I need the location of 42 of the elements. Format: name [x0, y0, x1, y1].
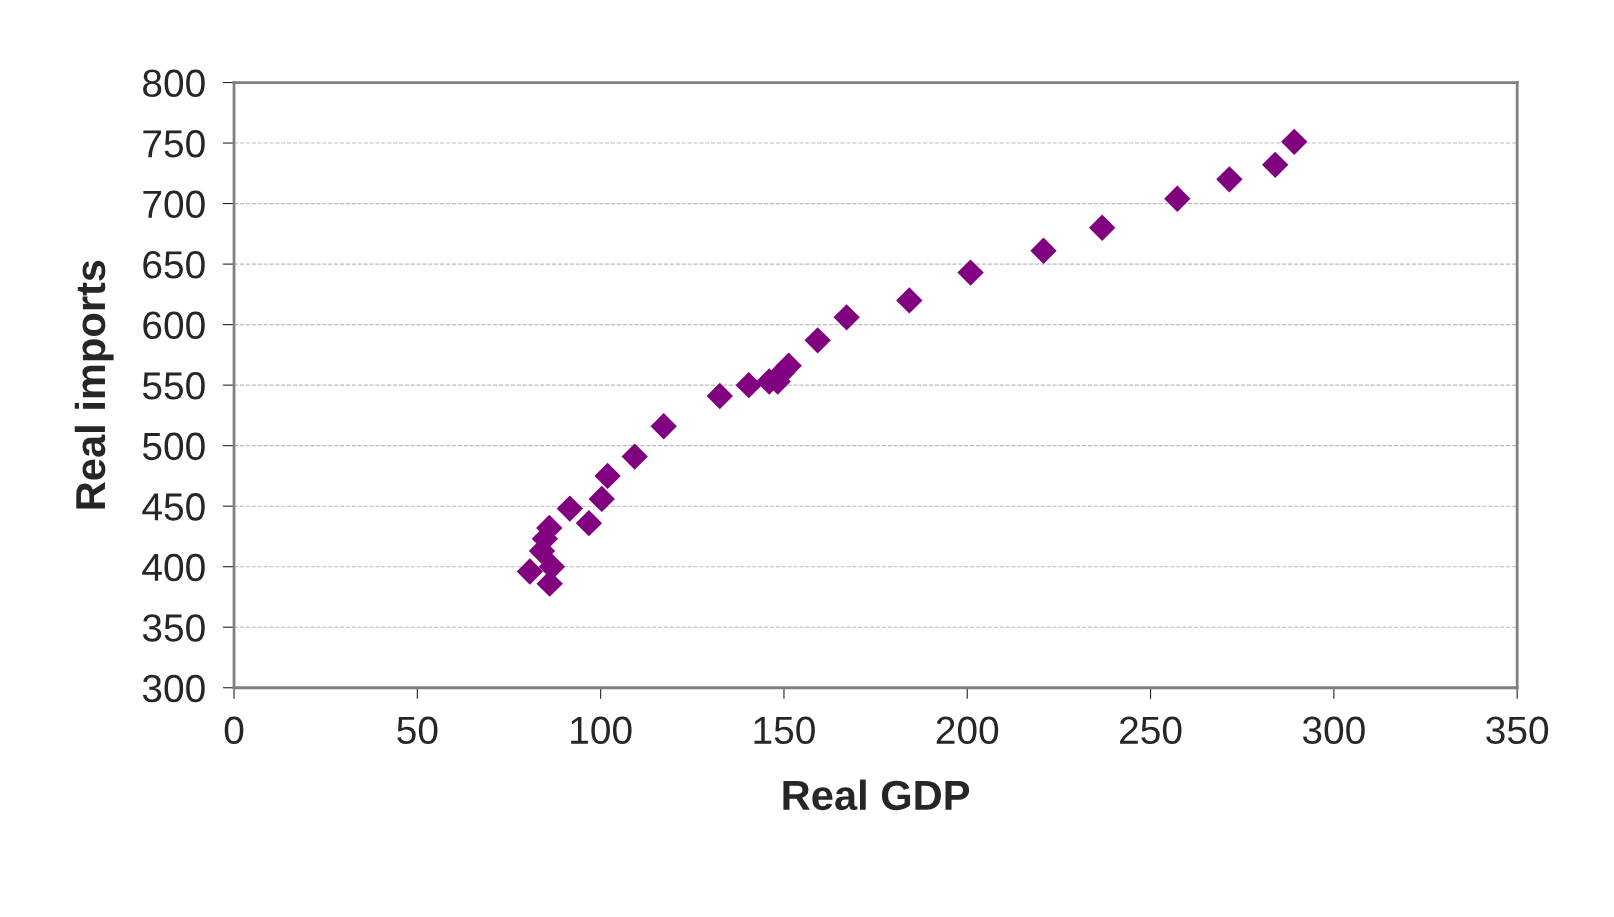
y-tick-label: 550 [142, 372, 205, 400]
point [575, 509, 603, 537]
x-tick-label: 50 [397, 716, 438, 745]
x-tick-label: 100 [571, 716, 632, 745]
point [1164, 185, 1191, 212]
point [621, 443, 648, 470]
point [706, 382, 733, 410]
y-tick-label: 600 [143, 311, 205, 340]
x-tick-label: 350 [1486, 716, 1549, 745]
point [1262, 151, 1289, 179]
point [594, 462, 621, 490]
x-axis-title: Real GDP [783, 779, 970, 811]
y-tick-label: 400 [142, 553, 205, 582]
x-tick-label: 150 [754, 716, 815, 745]
point [896, 287, 923, 314]
y-tick-label: 500 [142, 432, 205, 461]
y-tick-label: 700 [143, 190, 205, 219]
point [1216, 166, 1243, 193]
point [538, 553, 566, 580]
y-tick-label: 800 [143, 69, 205, 97]
point [1088, 214, 1116, 241]
point [588, 485, 615, 513]
x-tick-label: 200 [936, 716, 999, 745]
x-tick-label: 300 [1302, 716, 1365, 745]
point [735, 371, 762, 399]
y-tick-label: 650 [143, 251, 205, 279]
point [775, 352, 802, 379]
x-tick-label: 0 [224, 716, 244, 745]
y-tick-label: 450 [142, 493, 205, 521]
y-tick-label: 300 [142, 674, 205, 703]
point [650, 413, 677, 440]
y-tick-label: 750 [143, 129, 205, 158]
y-tick-label: 350 [142, 614, 205, 642]
x-tick-label: 250 [1120, 716, 1182, 745]
point [1030, 237, 1057, 264]
point [1281, 128, 1308, 156]
y-axis-title: Real imports [74, 260, 114, 509]
point [556, 495, 584, 522]
point [516, 558, 544, 585]
point [833, 304, 860, 331]
point [957, 259, 984, 286]
point [804, 327, 831, 354]
